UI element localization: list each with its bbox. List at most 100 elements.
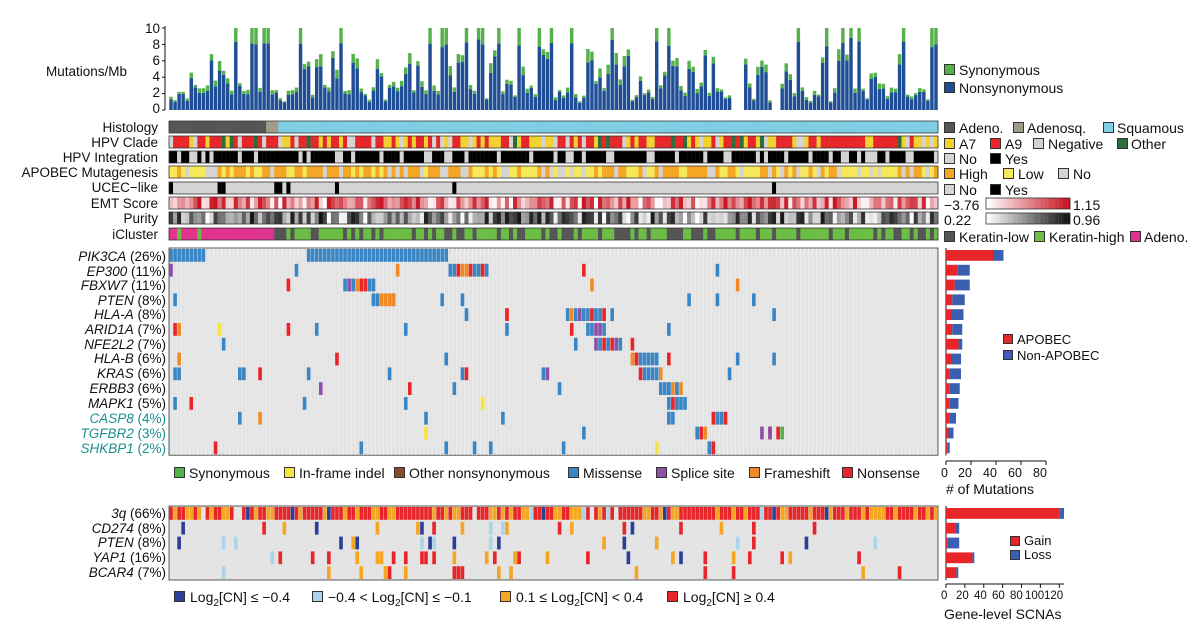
track-cell-histology (517, 121, 522, 133)
track-cell-hpv-integration (448, 151, 453, 163)
track-cell-hpv-integration (695, 151, 700, 163)
mutation-cell-missense (318, 249, 323, 262)
track-cell-hpv-clade (901, 136, 906, 148)
track-cell-apobec (917, 166, 923, 178)
track-cell-ucec-like (618, 182, 623, 194)
cnv-cell-amp (857, 551, 861, 565)
mutation-cell-nonsense (258, 367, 262, 381)
track-cell-ucec-like (201, 182, 206, 194)
tmb-bar-nonsynonymous (711, 63, 716, 110)
tmb-bar-nonsynonymous (796, 41, 801, 110)
purity-gradient-step (1036, 213, 1040, 224)
track-cell-apobec (533, 166, 538, 178)
cnv-cell-amp (177, 507, 181, 520)
tmb-bar-nonsynonymous (428, 43, 432, 111)
track-cell-purity (925, 212, 931, 224)
legend-swatch-squamous (1103, 122, 1114, 133)
track-cell-purity (278, 212, 283, 224)
track-cell-emt (504, 197, 510, 209)
track-cell-apobec (209, 166, 214, 178)
tmb-bar-nonsynonymous (254, 44, 258, 111)
track-cell-hpv-clade (642, 136, 647, 148)
mutation-cell-missense (505, 323, 509, 336)
mutation-cell-frameshift (379, 293, 384, 307)
track-cell-hpv-clade (286, 136, 291, 148)
track-cell-emt (800, 197, 805, 209)
track-cell-ucec-like (209, 182, 214, 194)
legend-deep-loss: Log2[CN] ≤ −0.4 (190, 589, 291, 609)
track-cell-apobec (650, 166, 655, 178)
track-cell-apobec (181, 166, 186, 178)
legend-ucec-no: No (959, 182, 977, 198)
track-cell-ucec-like (889, 182, 894, 194)
track-cell-icluster (812, 228, 817, 240)
track-cell-ucec-like (929, 182, 935, 194)
track-cell-apobec (719, 166, 724, 178)
track-cell-apobec (314, 166, 319, 178)
track-cell-hpv-clade (804, 136, 809, 148)
tmb-bar-nonsynonymous (270, 94, 274, 110)
track-cell-ucec-like (266, 182, 271, 194)
track-cell-apobec (407, 166, 413, 178)
tmb-bar-nonsynonymous (529, 87, 533, 110)
track-cell-apobec (630, 166, 635, 178)
track-cell-hpv-integration (294, 151, 299, 163)
track-cell-apobec (456, 166, 461, 178)
cnv-bar-xtick: 20 (956, 590, 969, 602)
track-cell-icluster (881, 228, 886, 240)
cnv-cell-deep-loss (626, 551, 631, 565)
track-cell-purity (464, 212, 469, 224)
legend-adeno-cluster: Adeno. (1144, 229, 1189, 245)
track-cell-hpv-clade (861, 136, 866, 148)
track-cell-ucec-like (755, 182, 761, 194)
legend-negative: Negative (1048, 136, 1104, 152)
cnv-label-bcar4: BCAR4 (7%) (88, 565, 166, 580)
track-cell-histology (533, 121, 538, 133)
mutation-cell-missense (412, 249, 416, 262)
track-cell-hpv-clade (322, 136, 328, 148)
track-cell-ucec-like (318, 182, 323, 194)
track-cell-apobec (646, 166, 651, 178)
track-cell-purity (638, 212, 643, 224)
mutation-cell-missense (687, 293, 691, 307)
track-cell-purity (816, 212, 821, 224)
tmb-ytick: 4 (152, 69, 160, 84)
emt-gradient-step (1030, 198, 1034, 209)
tmb-bar-nonsynonymous (456, 62, 461, 110)
track-cell-ucec-like (678, 182, 684, 194)
track-cell-purity (602, 212, 607, 224)
track-cell-purity (606, 212, 611, 224)
track-cell-hpv-integration (622, 151, 627, 163)
track-cell-icluster (472, 228, 477, 240)
track-cell-apobec (844, 166, 850, 178)
cnv-cell-shallow-gain (861, 507, 865, 520)
track-cell-hpv-clade (678, 136, 684, 148)
track-cell-emt (751, 197, 757, 209)
track-cell-emt (415, 197, 421, 209)
track-cell-emt (351, 197, 356, 209)
mutation-cell-nonsense (699, 426, 704, 440)
track-cell-hpv-integration (415, 151, 421, 163)
track-cell-purity (274, 212, 279, 224)
tmb-bar-synonymous (213, 80, 218, 87)
track-cell-histology (448, 121, 453, 133)
track-cell-hpv-integration (472, 151, 477, 163)
mutation-cell-missense (727, 367, 732, 381)
track-cell-histology (258, 121, 263, 133)
track-cell-histology (581, 121, 587, 133)
mutation-cell-inframe (654, 441, 659, 455)
track-cell-apobec (399, 166, 404, 178)
track-cell-icluster (468, 228, 473, 240)
track-cell-hpv-clade (237, 136, 243, 148)
tmb-bar-nonsynonymous (371, 90, 376, 110)
legend-swatch-mut-synonymous (174, 467, 185, 478)
track-cell-icluster (423, 228, 429, 240)
track-cell-histology (541, 121, 546, 133)
track-cell-hpv-clade (363, 136, 368, 148)
track-cell-hpv-clade (614, 136, 619, 148)
cnv-cell-shallow-gain (634, 566, 639, 579)
track-cell-histology (213, 121, 218, 133)
track-cell-icluster (318, 228, 323, 240)
tmb-bar-nonsynonymous (618, 84, 623, 110)
tmb-bar-nonsynonymous (310, 97, 315, 110)
